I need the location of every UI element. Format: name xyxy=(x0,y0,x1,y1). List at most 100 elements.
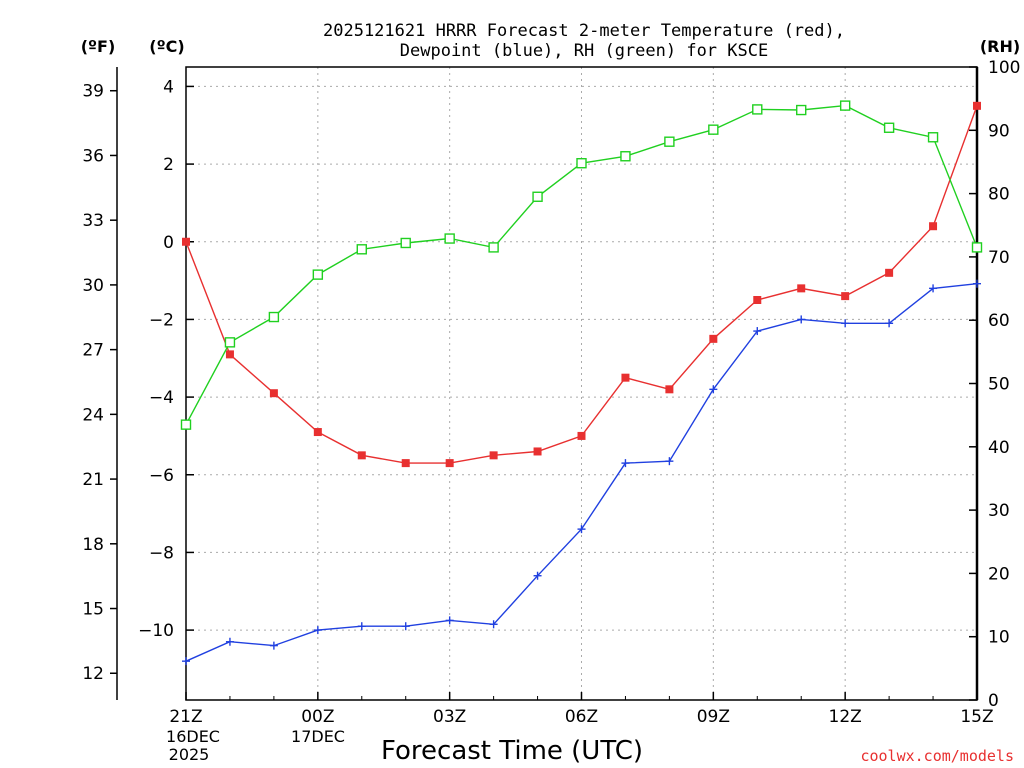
dewpoint-point xyxy=(929,284,938,293)
2-meter-temperature-point xyxy=(577,431,586,440)
time-tick-label: 03Z xyxy=(433,707,466,727)
rh-point xyxy=(796,104,807,116)
rh-point xyxy=(268,311,280,323)
dewpoint-point xyxy=(357,622,366,631)
fahrenheit-axis: 39 36 33 30 27 24 21 18 15 12 xyxy=(82,82,117,684)
2-meter-temperature-point xyxy=(753,296,762,305)
time-tick-label: 00Z xyxy=(301,707,334,727)
rh-tick-label: 10 xyxy=(988,628,1010,648)
fahrenheit-tick-label: 24 xyxy=(82,405,104,425)
2-meter-temperature-point xyxy=(885,268,894,277)
2-meter-temperature-point xyxy=(533,447,542,456)
dewpoint-point xyxy=(489,620,498,629)
fahrenheit-tick-label: 36 xyxy=(82,146,104,166)
2-meter-temperature-series xyxy=(182,101,981,468)
rh-point xyxy=(971,242,983,253)
rh-series xyxy=(180,100,983,430)
rh-point xyxy=(883,122,895,133)
fahrenheit-tick-label: 21 xyxy=(82,470,104,490)
time-tick-label: 21Z xyxy=(169,707,202,727)
dewpoint-point xyxy=(885,319,894,328)
fahrenheit-tick-label: 12 xyxy=(82,664,104,684)
fahrenheit-tick-label: 15 xyxy=(82,600,104,620)
time-tick-label: 06Z xyxy=(565,707,598,727)
date-label-17dec: 17DEC xyxy=(291,727,345,746)
celsius-tick-label: 0 xyxy=(163,233,174,253)
rh-tick-label: 40 xyxy=(988,438,1010,458)
rh-point xyxy=(752,104,763,115)
x-axis-title: Forecast Time (UTC) xyxy=(381,736,643,766)
fahrenheit-tick-label: 27 xyxy=(82,341,104,361)
rh-tick-label: 100 xyxy=(988,58,1020,78)
2-meter-temperature-point xyxy=(182,237,190,246)
rh-point xyxy=(400,237,411,249)
dewpoint-line xyxy=(185,283,978,662)
celsius-tick-label: −8 xyxy=(149,543,174,563)
rh-point xyxy=(839,100,851,111)
celsius-unit-label: (ºC) xyxy=(149,37,184,56)
celsius-tick-label: −10 xyxy=(138,621,174,641)
rh-point xyxy=(664,136,675,147)
time-tick-label: 15Z xyxy=(960,707,993,727)
rh-point xyxy=(620,151,631,162)
2-meter-temperature-point xyxy=(797,284,806,293)
2-meter-temperature-point xyxy=(665,385,674,394)
2-meter-temperature-point xyxy=(313,428,322,437)
celsius-tick-label: −2 xyxy=(149,310,174,330)
rh-point xyxy=(312,269,324,280)
rh-point xyxy=(927,132,939,143)
celsius-tick-label: 4 xyxy=(163,77,174,97)
site-credit: coolwx.com/models xyxy=(860,747,1014,765)
fahrenheit-tick-label: 33 xyxy=(82,211,104,231)
2-meter-temperature-point xyxy=(489,451,498,460)
time-tick-label: 09Z xyxy=(697,707,730,727)
dewpoint-point xyxy=(182,657,190,666)
data-series xyxy=(180,100,983,666)
2-meter-temperature-point xyxy=(225,350,234,359)
rh-tick-label: 90 xyxy=(988,121,1010,141)
rh-point xyxy=(444,233,455,244)
rh-tick-label: 60 xyxy=(988,311,1010,331)
dewpoint-point xyxy=(533,571,542,580)
dewpoint-point xyxy=(973,279,981,288)
dewpoint-point xyxy=(621,459,630,468)
dewpoint-point xyxy=(577,525,586,534)
2-meter-temperature-point xyxy=(841,292,850,301)
dewpoint-point xyxy=(225,637,234,646)
2-meter-temperature-point xyxy=(269,389,278,398)
chart-title-line-1: 2025121621 HRRR Forecast 2-meter Tempera… xyxy=(323,21,845,41)
dewpoint-point xyxy=(665,457,674,466)
rh-point xyxy=(356,244,367,255)
2-meter-temperature-point xyxy=(357,451,366,460)
fahrenheit-tick-label: 18 xyxy=(82,535,104,555)
rh-tick-label: 70 xyxy=(988,248,1010,268)
date-label-16dec: 16DEC xyxy=(166,727,220,746)
dewpoint-point xyxy=(709,385,718,394)
dewpoint-point xyxy=(445,616,454,625)
rh-tick-label: 20 xyxy=(988,564,1010,584)
axes xyxy=(116,66,979,701)
fahrenheit-unit-label: (ºF) xyxy=(81,37,116,56)
rh-tick-label: 30 xyxy=(988,501,1010,521)
time-axis: 21Z 00Z 03Z 06Z 09Z 12Z 15Z xyxy=(169,692,994,727)
date-label-2025: 2025 xyxy=(169,745,210,764)
celsius-tick-label: 2 xyxy=(163,155,174,175)
rh-point xyxy=(532,191,543,202)
rh-point xyxy=(576,158,587,169)
rh-point xyxy=(708,124,719,135)
rh-point xyxy=(224,337,236,348)
2-meter-temperature-point xyxy=(401,459,410,468)
chart-title-line-2: Dewpoint (blue), RH (green) for KSCE xyxy=(400,41,768,61)
celsius-tick-label: −6 xyxy=(149,466,174,486)
rh-unit-label: (RH) xyxy=(980,37,1020,56)
dewpoint-series xyxy=(182,279,981,666)
2-meter-temperature-point xyxy=(709,334,718,343)
fahrenheit-tick-label: 39 xyxy=(82,82,104,102)
dewpoint-point xyxy=(269,641,278,650)
dewpoint-point xyxy=(401,622,410,631)
celsius-tick-label: −4 xyxy=(149,388,174,408)
dewpoint-point xyxy=(313,626,322,635)
rh-tick-label: 80 xyxy=(988,185,1010,205)
2-meter-temperature-point xyxy=(929,222,938,231)
